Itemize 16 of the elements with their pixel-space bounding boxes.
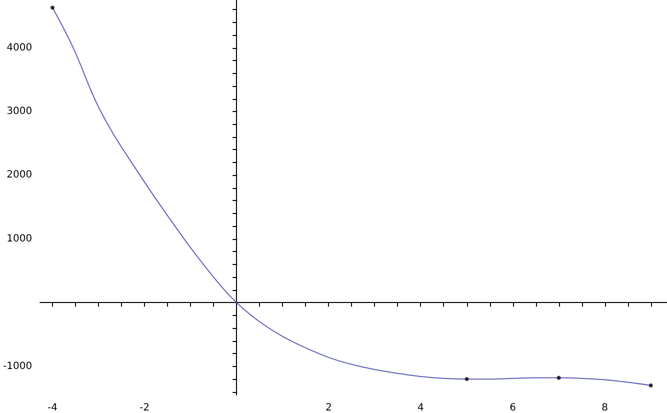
point (556, 376, 561, 380)
point (50, 6, 54, 10)
x-tick-label: 4 (418, 402, 424, 413)
y-tick-label: 2000 (6, 170, 32, 181)
x-tick-label: -2 (140, 402, 150, 413)
y-tick-label: 1000 (6, 233, 32, 244)
point (648, 383, 653, 388)
x-tick-label: 2 (325, 402, 332, 413)
x-tick-label: 8 (602, 402, 608, 413)
x-tick-label: -4 (47, 402, 58, 413)
point (464, 377, 469, 382)
y-tick-label: 4000 (6, 42, 32, 54)
line-series (52, 7, 652, 386)
x-tick-label: 6 (510, 402, 516, 413)
y-tick-label: 3000 (6, 106, 32, 117)
y-tick-label: -1000 (2, 360, 32, 372)
